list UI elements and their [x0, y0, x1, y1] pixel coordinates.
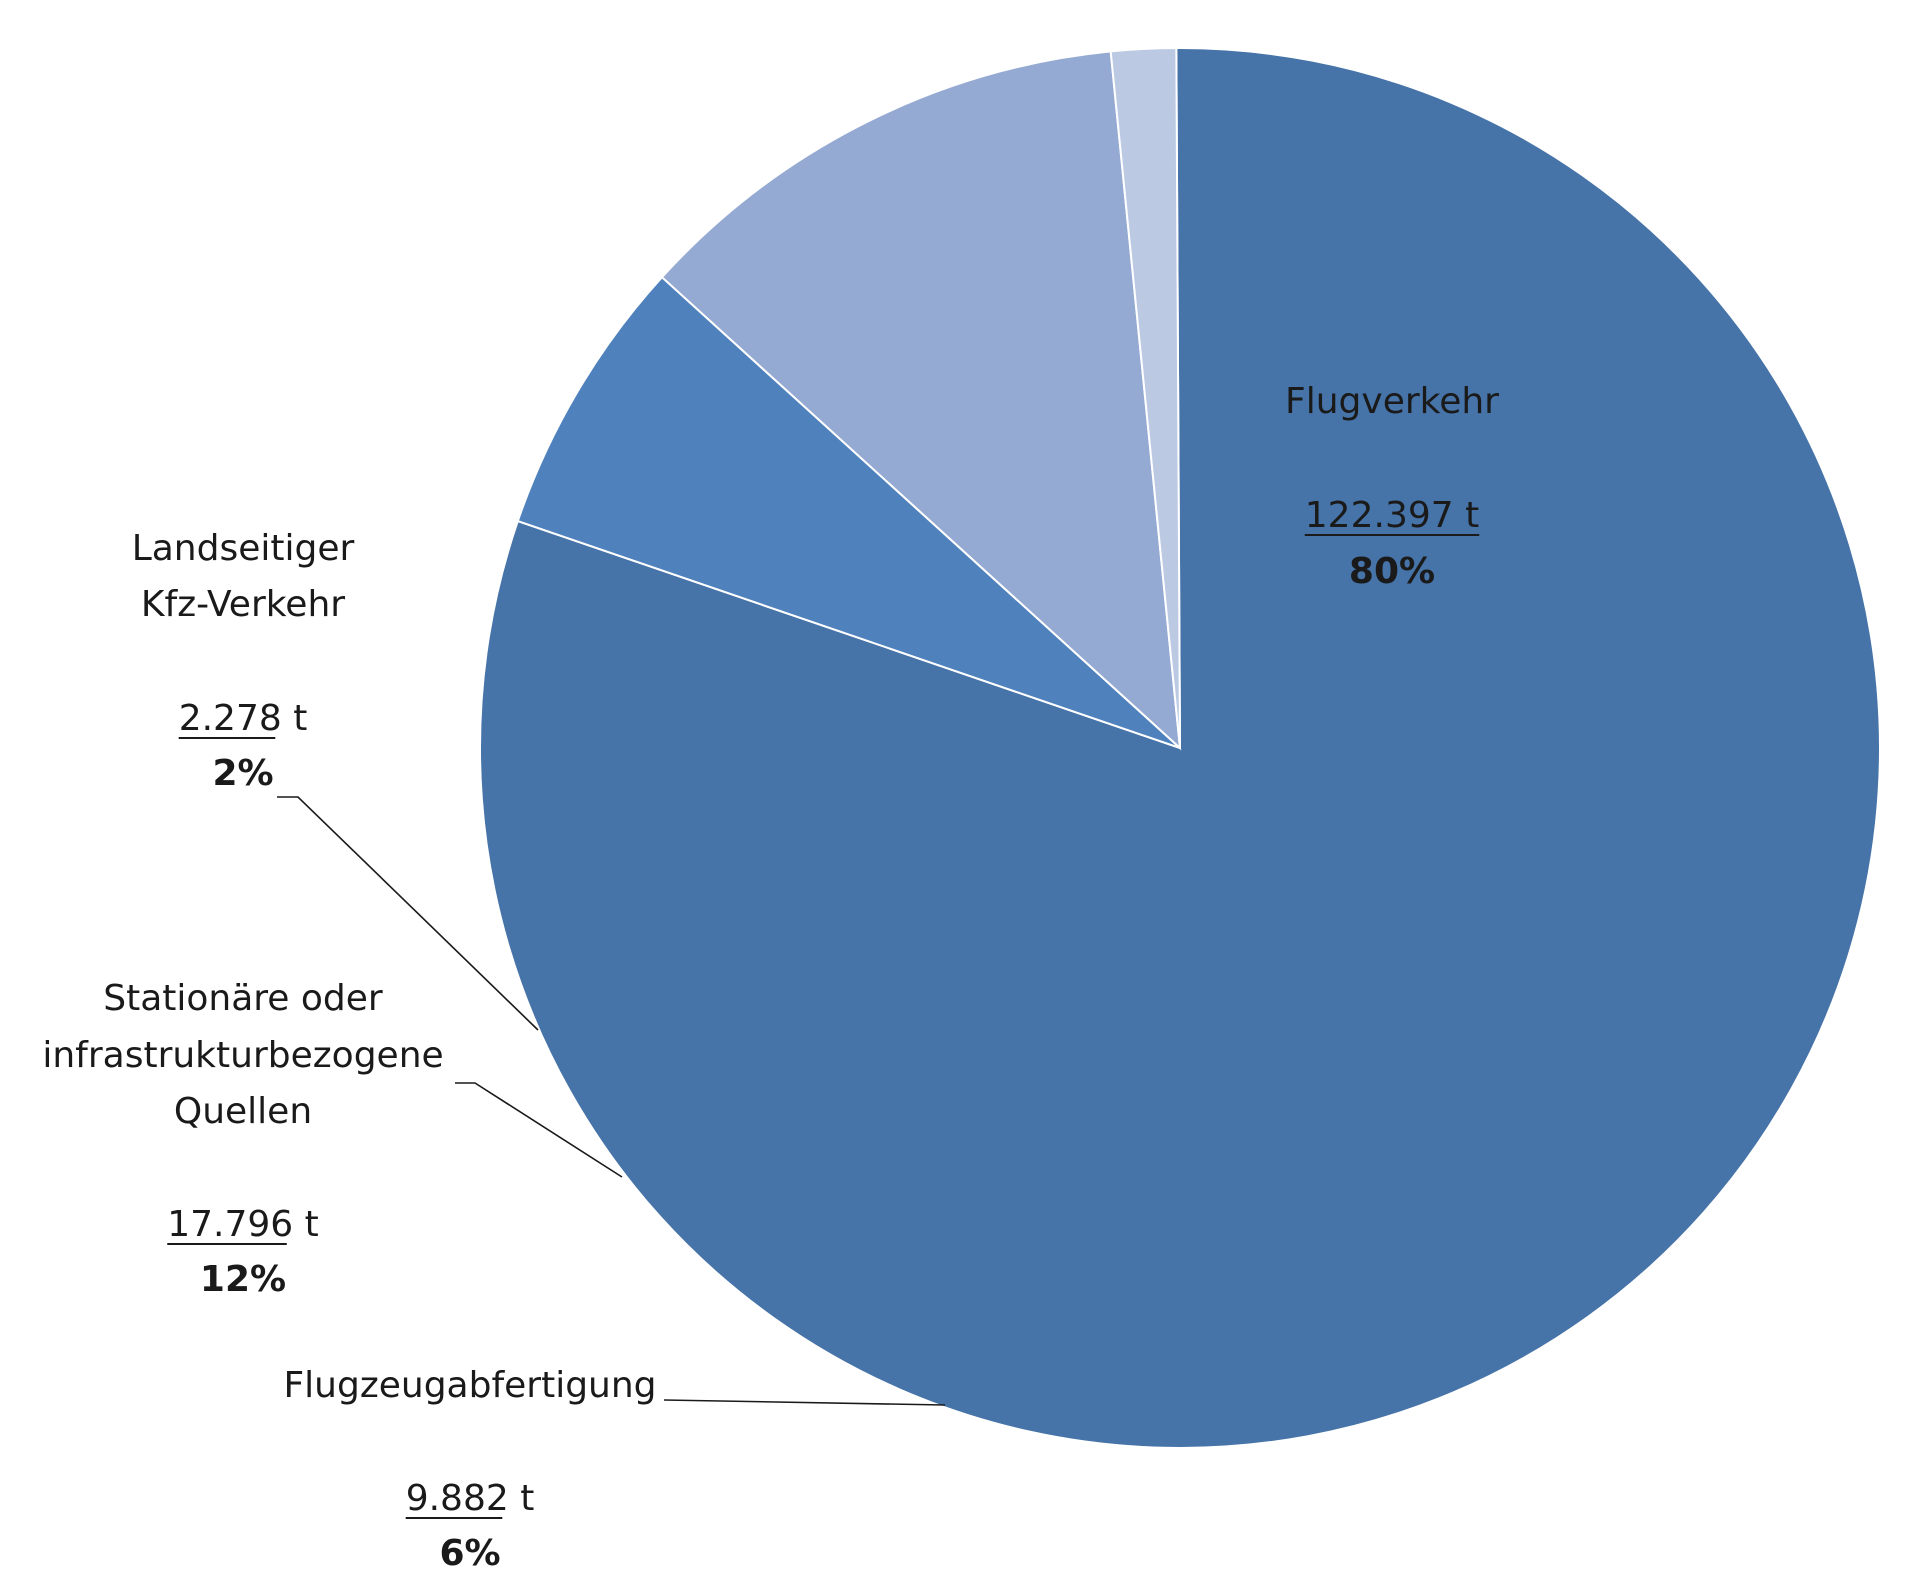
pie-slice-flugzeugabfertigung	[516, 275, 1181, 749]
slice-label-value-landseitiger-kfz-verkehr: 2.278 t	[179, 698, 308, 739]
slice-labels: Flugverkehr 122.397 t 80% Flugzeugabfertigu…	[42, 381, 1499, 1574]
slice-label-value-stationaere-oder-infrastrukturbezogene-quellen: 17.796 t	[167, 1204, 319, 1245]
leader-line-stationaere-oder-infrastrukturbezogene-quellen	[455, 1082, 623, 1178]
slice-label-name-stationaere-oder-infrastrukturbezogene-quellen: Stationäre oder	[103, 978, 383, 1019]
pie-slice-stationaere-oder-infrastrukturbezogene-quellen	[660, 50, 1182, 751]
leader-lines	[277, 796, 946, 1406]
slice-label-name-flugzeugabfertigung: Flugzeugabfertigung	[283, 1365, 656, 1406]
slice-label-name-flugverkehr: Flugverkehr	[1285, 381, 1499, 422]
slice-label-value-flugverkehr: 122.397 t	[1305, 495, 1479, 536]
slice-label-percent-flugverkehr: 80%	[1349, 551, 1435, 592]
leader-line-flugzeugabfertigung	[663, 1399, 946, 1406]
pie-slice-landseitiger-kfz-verkehr	[1109, 47, 1181, 749]
slice-label-value-flugzeugabfertigung: 9.882 t	[406, 1478, 535, 1519]
slice-label-percent-landseitiger-kfz-verkehr: 2%	[212, 753, 273, 794]
slice-label-percent-stationaere-oder-infrastrukturbezogene-quellen: 12%	[200, 1259, 286, 1300]
slice-label-name-landseitiger-kfz-verkehr: Landseitiger	[132, 528, 355, 569]
slice-label-percent-flugzeugabfertigung: 6%	[439, 1533, 500, 1574]
leader-line-landseitiger-kfz-verkehr	[277, 796, 539, 1031]
slice-label-name-stationaere-oder-infrastrukturbezogene-quellen: Quellen	[174, 1091, 312, 1132]
slice-label-name-landseitiger-kfz-verkehr: Kfz-Verkehr	[141, 584, 345, 625]
pie-slices	[479, 46, 1881, 1449]
slice-label-name-stationaere-oder-infrastrukturbezogene-quellen: infrastrukturbezogene	[42, 1035, 443, 1076]
